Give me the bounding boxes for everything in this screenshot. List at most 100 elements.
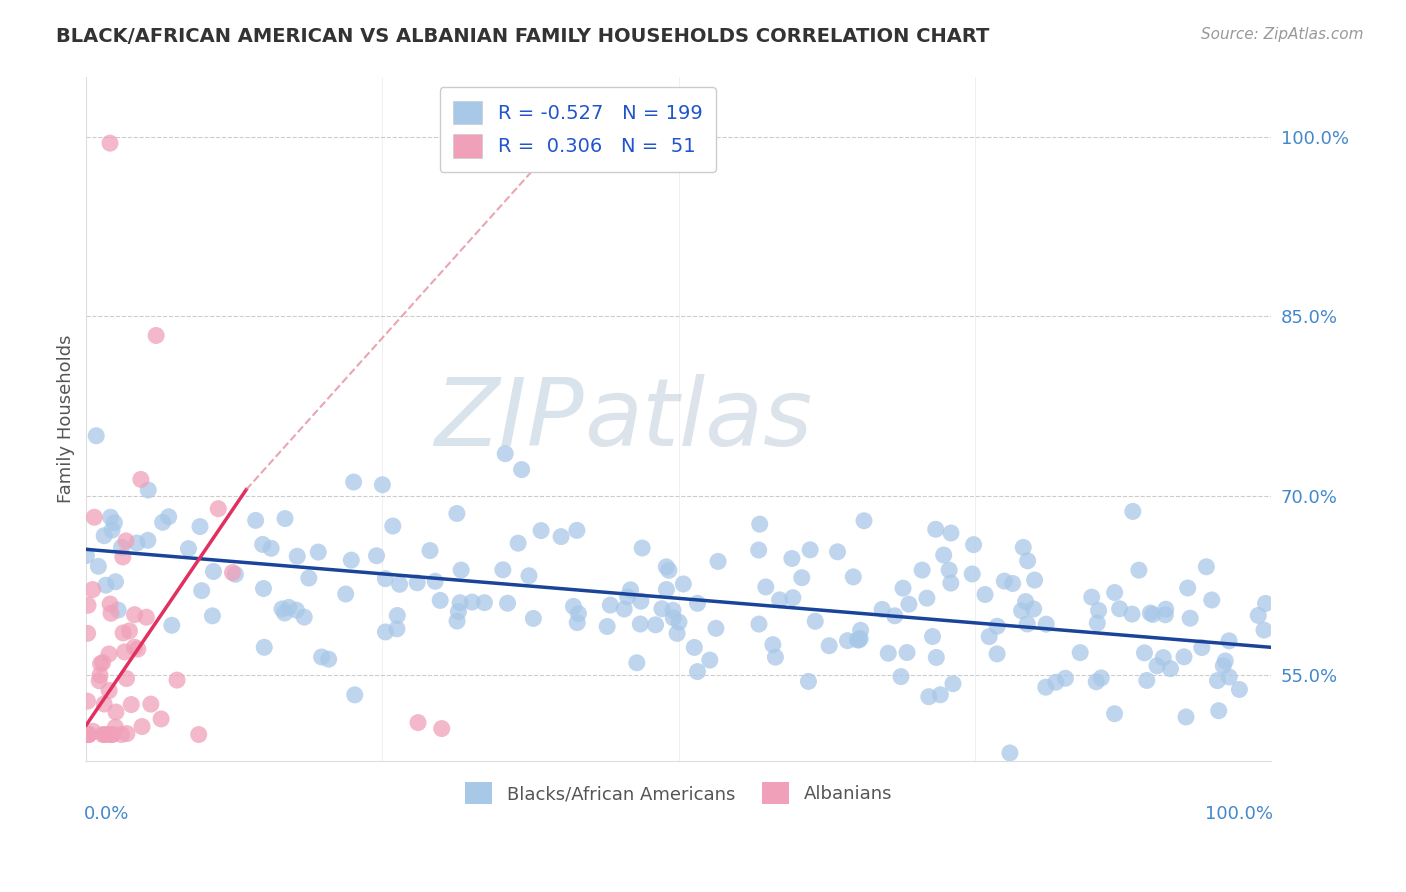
Text: 0.0%: 0.0% bbox=[84, 805, 129, 823]
Point bbox=[446, 614, 468, 628]
Point bbox=[925, 522, 948, 536]
Point bbox=[755, 580, 778, 594]
Point bbox=[76, 727, 98, 741]
Point bbox=[562, 599, 585, 614]
Point bbox=[1104, 706, 1126, 721]
Point bbox=[77, 727, 100, 741]
Point bbox=[1177, 581, 1199, 595]
Point bbox=[160, 618, 183, 632]
Point bbox=[846, 632, 869, 647]
Point bbox=[100, 607, 122, 621]
Point bbox=[932, 548, 955, 562]
Point bbox=[252, 582, 274, 596]
Point bbox=[897, 597, 920, 611]
Point bbox=[104, 574, 127, 589]
Point bbox=[100, 510, 122, 524]
Point bbox=[374, 572, 396, 586]
Point bbox=[129, 472, 152, 486]
Point bbox=[626, 656, 648, 670]
Point bbox=[960, 566, 983, 581]
Point bbox=[938, 563, 960, 577]
Point bbox=[207, 501, 229, 516]
Point bbox=[271, 602, 294, 616]
Point bbox=[298, 571, 321, 585]
Point bbox=[87, 559, 110, 574]
Point bbox=[842, 570, 865, 584]
Point bbox=[1085, 674, 1108, 689]
Point bbox=[104, 720, 127, 734]
Point bbox=[804, 614, 827, 628]
Point bbox=[447, 605, 470, 619]
Point bbox=[896, 646, 918, 660]
Point bbox=[260, 541, 283, 556]
Point bbox=[110, 727, 132, 741]
Point bbox=[704, 621, 727, 635]
Point bbox=[371, 477, 394, 491]
Point bbox=[1201, 593, 1223, 607]
Point bbox=[782, 591, 804, 605]
Legend: Blacks/African Americans, Albanians: Blacks/African Americans, Albanians bbox=[456, 773, 901, 814]
Point bbox=[1024, 573, 1046, 587]
Point bbox=[187, 727, 209, 741]
Point bbox=[1001, 576, 1024, 591]
Point bbox=[89, 673, 111, 688]
Point bbox=[1253, 623, 1275, 637]
Point bbox=[1227, 682, 1250, 697]
Point bbox=[366, 549, 388, 563]
Point bbox=[849, 624, 872, 638]
Point bbox=[474, 596, 496, 610]
Point bbox=[1022, 602, 1045, 616]
Point bbox=[1160, 662, 1182, 676]
Point bbox=[96, 727, 118, 741]
Point bbox=[135, 610, 157, 624]
Point bbox=[157, 509, 180, 524]
Point bbox=[406, 575, 429, 590]
Point bbox=[921, 630, 943, 644]
Point bbox=[672, 577, 695, 591]
Point bbox=[1122, 504, 1144, 518]
Point bbox=[1142, 607, 1164, 622]
Point bbox=[419, 543, 441, 558]
Point bbox=[1054, 671, 1077, 685]
Point bbox=[494, 447, 516, 461]
Point bbox=[450, 563, 472, 577]
Text: 100.0%: 100.0% bbox=[1205, 805, 1274, 823]
Point bbox=[125, 536, 148, 550]
Point bbox=[799, 542, 821, 557]
Point bbox=[891, 581, 914, 595]
Point bbox=[1195, 559, 1218, 574]
Point bbox=[101, 523, 124, 537]
Point bbox=[986, 619, 1008, 633]
Point bbox=[98, 136, 121, 150]
Point bbox=[224, 567, 246, 582]
Point bbox=[979, 630, 1001, 644]
Point bbox=[870, 602, 893, 616]
Point bbox=[1154, 607, 1177, 622]
Point bbox=[1173, 649, 1195, 664]
Point bbox=[101, 727, 124, 741]
Point bbox=[666, 626, 689, 640]
Point bbox=[1218, 633, 1240, 648]
Point bbox=[762, 638, 785, 652]
Point bbox=[986, 647, 1008, 661]
Point bbox=[190, 583, 212, 598]
Point bbox=[939, 576, 962, 591]
Point bbox=[381, 519, 404, 533]
Point bbox=[998, 746, 1021, 760]
Point bbox=[107, 603, 129, 617]
Point bbox=[120, 698, 142, 712]
Text: Source: ZipAtlas.com: Source: ZipAtlas.com bbox=[1201, 27, 1364, 42]
Point bbox=[668, 615, 690, 629]
Point bbox=[1154, 602, 1177, 616]
Point bbox=[83, 510, 105, 524]
Point bbox=[837, 633, 859, 648]
Point bbox=[343, 475, 366, 489]
Point bbox=[1152, 650, 1174, 665]
Point bbox=[492, 563, 515, 577]
Point bbox=[307, 545, 329, 559]
Point bbox=[596, 619, 619, 633]
Point bbox=[567, 607, 589, 621]
Point bbox=[1191, 640, 1213, 655]
Point bbox=[1087, 603, 1109, 617]
Point bbox=[1090, 671, 1112, 685]
